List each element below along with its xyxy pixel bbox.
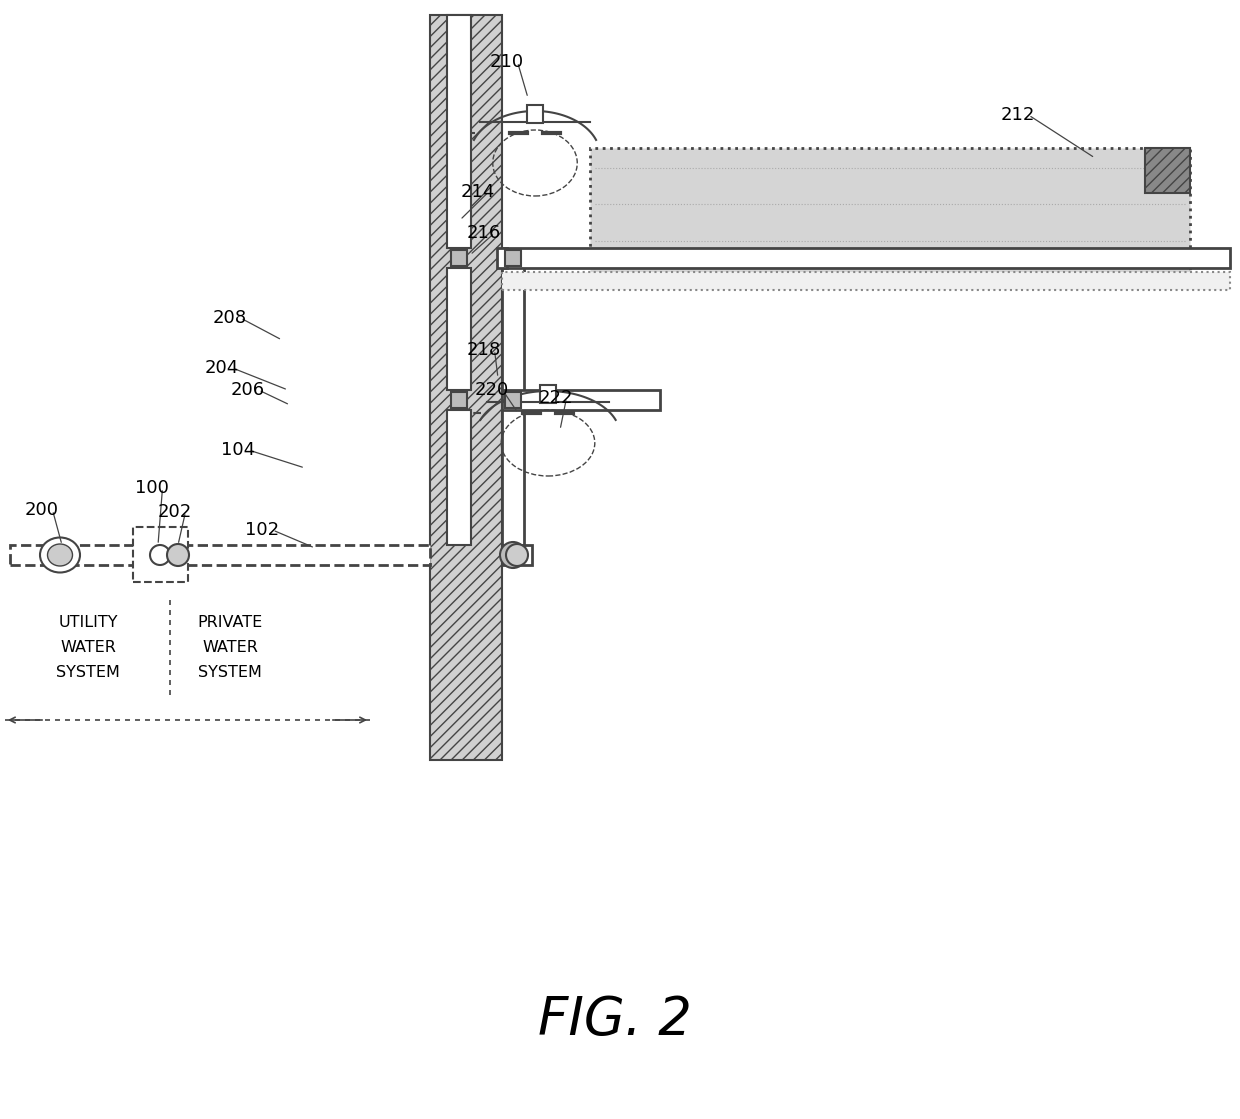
Bar [505,250,521,266]
Text: 216: 216 [467,224,501,242]
Text: 222: 222 [538,389,573,407]
Bar [446,267,471,391]
Text: 214: 214 [461,184,495,201]
Text: WATER: WATER [60,640,115,655]
Text: SYSTEM: SYSTEM [56,665,120,680]
Bar [1145,148,1190,192]
Text: PRIVATE: PRIVATE [197,615,263,630]
Text: 218: 218 [467,341,501,359]
Bar [502,545,532,565]
Bar [451,392,467,408]
Bar [133,527,188,582]
Text: 204: 204 [205,359,239,377]
Bar [502,258,525,545]
Circle shape [167,544,188,566]
Bar [590,148,1190,288]
Text: UTILITY: UTILITY [58,615,118,630]
Text: 210: 210 [490,53,525,70]
Bar [527,104,543,122]
Circle shape [506,544,528,566]
Text: 102: 102 [246,521,279,539]
Circle shape [150,545,170,565]
Text: 202: 202 [157,504,192,521]
Polygon shape [430,15,502,760]
Text: FIG. 2: FIG. 2 [538,994,692,1046]
Text: SYSTEM: SYSTEM [198,665,262,680]
Text: 220: 220 [475,380,510,399]
Bar [502,272,1230,290]
Text: 208: 208 [213,309,247,327]
Text: 104: 104 [221,441,255,459]
Bar [502,391,660,410]
Text: WATER: WATER [202,640,258,655]
Circle shape [500,542,526,568]
Bar [451,250,467,266]
Text: 212: 212 [1001,106,1035,124]
Ellipse shape [47,544,72,566]
Bar [446,15,471,248]
Text: 206: 206 [231,380,265,399]
Bar [505,392,521,408]
Ellipse shape [40,537,81,573]
Bar [10,545,430,565]
Bar [539,385,556,403]
Bar [497,248,507,267]
Text: 100: 100 [135,479,169,497]
Bar [502,248,1230,267]
Bar [446,410,471,545]
Text: 200: 200 [25,501,60,519]
